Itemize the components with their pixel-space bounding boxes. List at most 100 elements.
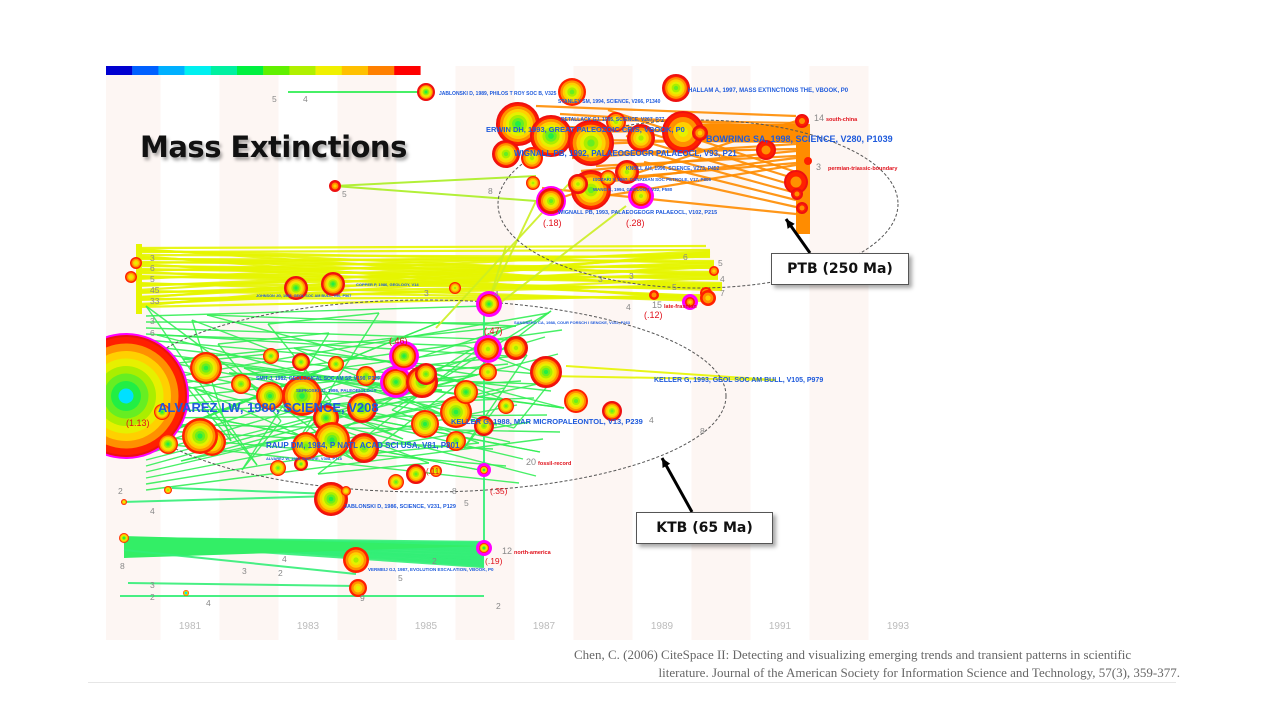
citation-node <box>571 170 611 210</box>
count-label: 7 <box>720 288 725 298</box>
reference-label: ALVAREZ W, 1984, NATURE, V308, P718 <box>266 456 343 461</box>
node-outline <box>602 401 622 421</box>
citation-node <box>294 457 308 471</box>
edge <box>156 334 467 347</box>
reference-label: JOHNSON JG, 1985, GEOL SOC AM BULL, V96,… <box>256 294 351 298</box>
year-tick-label: 1991 <box>769 621 792 632</box>
count-label: 12 <box>502 546 512 556</box>
node-outline <box>106 335 187 457</box>
edge <box>217 332 330 345</box>
year-tick-label: 1983 <box>297 621 320 632</box>
citation-node <box>606 112 626 132</box>
reference-label: ISOZAKI Y, 1997, CANADIAN SOC PETROLE, V… <box>593 177 711 182</box>
count-label: 20 <box>526 457 536 467</box>
node-outline <box>662 74 690 102</box>
edge <box>180 389 443 462</box>
count-label: 4 <box>649 415 654 425</box>
citation-node <box>600 170 616 186</box>
edge <box>145 305 487 317</box>
citation-node <box>321 272 345 296</box>
node-ring <box>299 393 305 399</box>
node-ring <box>799 205 805 211</box>
node-ring <box>328 496 334 502</box>
count-label: 5 <box>672 282 677 292</box>
node-outline <box>474 416 494 436</box>
citation-node <box>415 363 437 385</box>
node-ring <box>688 300 692 304</box>
node-outline <box>627 124 655 152</box>
node-ring <box>486 370 490 374</box>
citation-node <box>314 482 348 516</box>
node-outline <box>417 83 435 101</box>
node-ring <box>134 261 138 265</box>
edge <box>485 200 537 307</box>
node-ring <box>184 591 188 595</box>
citation-node <box>183 590 189 596</box>
node-ring <box>203 365 209 371</box>
year-tick-label: 1987 <box>533 621 556 632</box>
reference-label: ERWIN DH, 1993, GREAT PALEOZOIC CRIS, VB… <box>486 125 685 134</box>
citation-node <box>526 176 540 190</box>
node-ring <box>239 382 243 386</box>
count-label: 8 <box>700 426 705 436</box>
edge <box>145 305 258 466</box>
node-ring <box>548 133 554 139</box>
year-tick-label: 1981 <box>179 621 202 632</box>
node-ring <box>303 443 309 449</box>
color-scale-swatch <box>106 66 133 75</box>
node-outline <box>504 336 528 360</box>
count-label: 6 <box>150 263 155 273</box>
citation-node <box>164 486 172 494</box>
node-ring <box>624 169 630 175</box>
edge <box>137 271 723 285</box>
edge <box>145 339 539 375</box>
node-ring <box>129 275 133 279</box>
node-outline <box>406 464 426 484</box>
reference-label: SEPKOSKI JJ, 1986, PALEOBIOLOGY <box>296 388 376 393</box>
edge <box>123 495 333 503</box>
node-outline <box>615 160 639 184</box>
citation-node <box>130 257 142 269</box>
edge <box>243 367 404 440</box>
node-ring <box>697 130 703 136</box>
citation-node <box>796 202 808 214</box>
citation-node <box>292 432 320 460</box>
node-outline <box>568 120 614 166</box>
node-ring <box>276 466 280 470</box>
node-ring <box>487 302 491 306</box>
edge <box>545 375 777 381</box>
edge-bundle <box>136 244 142 314</box>
citation: Chen, C. (2006) CiteSpace II: Detecting … <box>540 646 1180 682</box>
edge <box>634 147 797 195</box>
color-scale-swatch <box>237 66 264 75</box>
citation-node <box>530 356 562 388</box>
node-ring <box>678 127 688 137</box>
count-label: 4 <box>303 94 308 104</box>
year-band <box>809 66 869 640</box>
citation-node <box>492 140 520 168</box>
count-label: 2 <box>150 592 155 602</box>
node-outline <box>692 125 708 141</box>
citation-node <box>649 290 659 300</box>
citation-node <box>558 78 586 106</box>
edge <box>145 363 509 401</box>
node-ring <box>122 536 126 540</box>
centrality-label: (1.13) <box>126 418 150 428</box>
count-label: 6 <box>150 328 155 338</box>
edge <box>127 582 357 587</box>
node-ring <box>485 346 491 352</box>
citation-node <box>388 474 404 490</box>
citation-network-timeline: ALVAREZ LW, 1980, SCIENCE, V208 JABLONSKI… <box>106 66 920 640</box>
edge <box>137 282 723 302</box>
edge <box>137 271 719 295</box>
edge <box>145 414 548 419</box>
node-labels: ALVAREZ LW, 1980, SCIENCE, V208 JABLONSKI… <box>118 88 898 611</box>
ktb-callout: KTB (65 Ma) <box>636 512 773 544</box>
citation-node <box>498 398 514 414</box>
node-ring <box>794 191 800 197</box>
count-label: 3 <box>629 271 634 281</box>
reference-label: COPPER P, 1986, GEOLOGY, V14 <box>356 282 419 287</box>
ktb-arrow <box>660 457 694 513</box>
citation-node <box>284 276 308 300</box>
node-ring <box>299 462 303 466</box>
